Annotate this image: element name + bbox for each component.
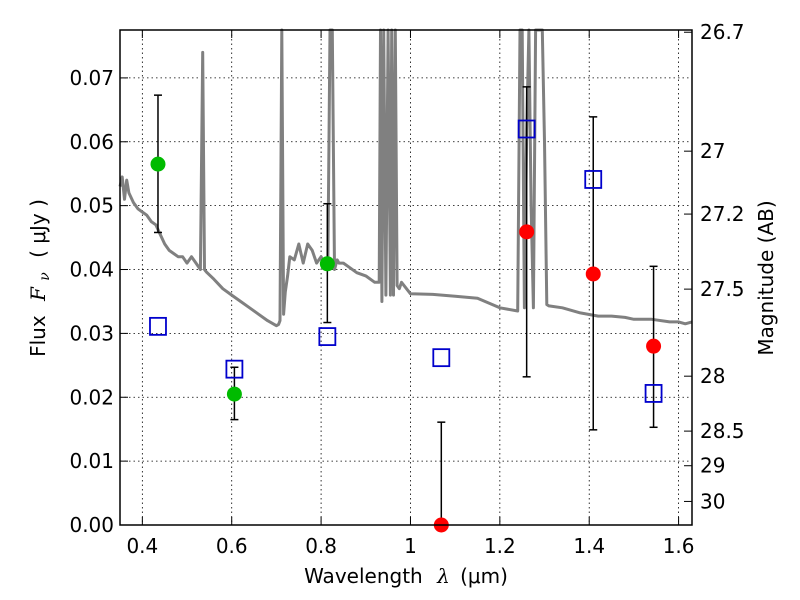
y-axis-title-symbol: F <box>26 286 50 302</box>
data-markers <box>149 119 663 533</box>
y-tick-label: 0.04 <box>69 258 114 282</box>
blue-square-marker <box>318 327 337 346</box>
y-tick-labels: 0.00 0.01 0.02 0.03 0.04 0.05 0.06 0.07 <box>69 66 114 537</box>
x-tick-label: 0.8 <box>305 534 337 558</box>
blue-square-marker <box>225 359 244 379</box>
green-circle-marker <box>150 156 166 172</box>
blue-square-marker <box>149 316 167 336</box>
x-tick-label: 1.2 <box>484 534 516 558</box>
red-circle-marker <box>585 266 601 282</box>
green-circle-marker <box>319 256 335 272</box>
y-tick-label: 0.00 <box>69 513 114 537</box>
blue-square-marker <box>644 384 663 403</box>
y-tick-label: 0.07 <box>69 66 114 90</box>
y2-tick-labels: 26.7 27 27.2 27.5 28 28.5 29 30 <box>700 20 745 513</box>
y-axis-title-unit: ( μJy ) <box>26 199 50 258</box>
green-circle-marker <box>226 386 242 402</box>
blue-square-marker <box>517 119 536 139</box>
y2-tick-label: 29 <box>700 454 725 478</box>
x-axis-title-unit: (μm) <box>460 564 508 588</box>
y-axis-title-prefix: Flux <box>26 315 50 357</box>
blue-square-marker <box>584 170 603 189</box>
y-tick-label: 0.06 <box>69 130 114 154</box>
blue-square-marker <box>432 348 451 368</box>
x-tick-labels: 0.4 0.6 0.8 1 1.2 1.4 1.6 <box>126 534 694 558</box>
y2-tick-label: 27.5 <box>700 277 745 301</box>
x-tick-label: 1.6 <box>663 534 695 558</box>
error-bars <box>153 86 658 526</box>
plot-frame <box>119 29 693 526</box>
x-tick-label: 1.4 <box>573 534 605 558</box>
y2-tick-label: 27.2 <box>700 202 745 226</box>
y2-tick-label: 30 <box>700 489 725 513</box>
x-tick-label: 0.4 <box>126 534 158 558</box>
y-tick-label: 0.02 <box>69 385 114 409</box>
red-circle-marker <box>646 338 662 354</box>
y2-tick-label: 27 <box>700 139 725 163</box>
grid-lines <box>120 30 692 526</box>
y-tick-label: 0.05 <box>69 194 114 218</box>
y-axis-title: Flux F ν ( μJy ) <box>26 199 54 357</box>
y2-axis-title: Magnitude (AB) <box>754 200 778 355</box>
axis-ticks <box>120 30 692 526</box>
y-axis-title-subscript: ν <box>37 272 53 281</box>
y2-tick-label: 28.5 <box>700 419 745 443</box>
y2-tick-label: 26.7 <box>700 20 745 44</box>
y-tick-label: 0.03 <box>69 321 114 345</box>
y-tick-label: 0.01 <box>69 449 114 473</box>
red-circle-marker <box>519 224 535 240</box>
plot-area <box>120 30 692 525</box>
x-axis-title: Wavelength λ (μm) <box>304 564 508 588</box>
x-tick-label: 1 <box>404 534 417 558</box>
x-tick-label: 0.6 <box>216 534 248 558</box>
x-axis-title-symbol: λ <box>436 564 450 588</box>
y2-tick-label: 28 <box>700 364 725 388</box>
model-spectrum-line <box>118 28 693 328</box>
x-axis-title-prefix: Wavelength <box>304 564 423 588</box>
